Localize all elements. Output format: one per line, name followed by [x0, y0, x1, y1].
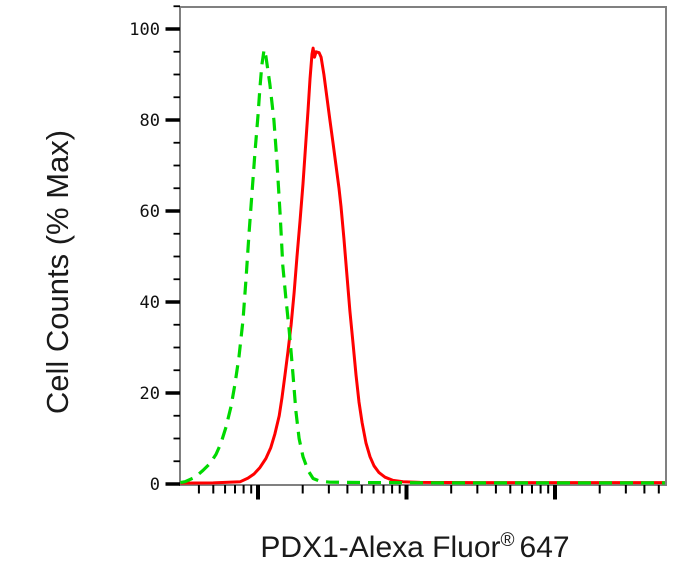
y-tick-label: 20 [140, 384, 160, 404]
y-axis-ticks [165, 5, 180, 486]
y-tick-label: 100 [129, 20, 160, 40]
y-axis-tick-labels: 0 20 40 60 80 100 [129, 20, 160, 495]
y-tick-label: 40 [140, 293, 160, 313]
y-tick-label: 80 [140, 111, 160, 131]
y-tick-label: 60 [140, 202, 160, 222]
x-axis-ticks [197, 485, 660, 500]
x-axis-title-main: PDX1-Alexa Fluor [260, 531, 500, 564]
x-axis-title-suffix: 647 [520, 531, 570, 564]
x-axis-title: PDX1-Alexa Fluor® 647 [260, 530, 569, 564]
registered-trademark-icon: ® [501, 530, 515, 551]
curves-layer [180, 46, 665, 485]
red-solid-curve [180, 46, 665, 485]
plot-frame [179, 6, 667, 486]
y-tick-label: 0 [150, 475, 160, 495]
y-axis-title: Cell Counts (% Max) [40, 130, 75, 414]
green-dashed-curve [180, 47, 665, 485]
